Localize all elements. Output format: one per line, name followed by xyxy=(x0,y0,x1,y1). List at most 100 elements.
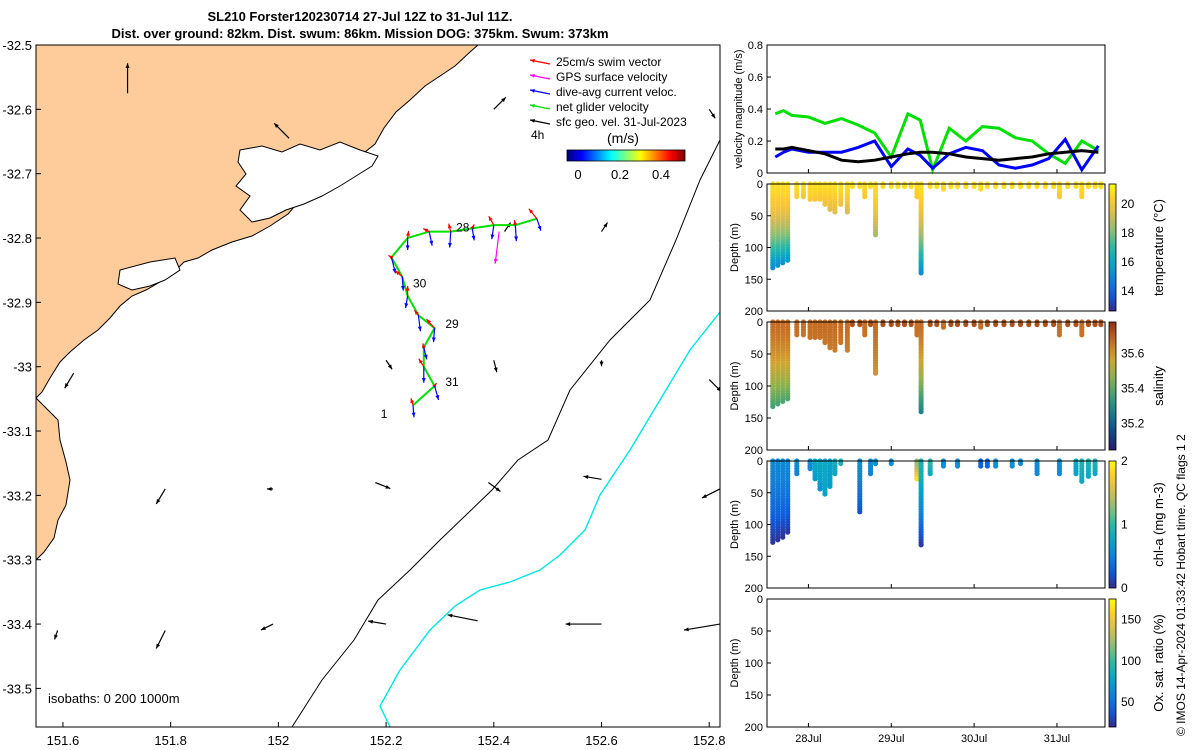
profile-point xyxy=(867,471,874,477)
geo-vector-head xyxy=(495,487,501,492)
swim-vector-head xyxy=(395,270,400,276)
profile-point xyxy=(914,194,920,200)
panel-frame xyxy=(766,460,1106,589)
time-panel: 0 50 100 150 200 Depth (m) 0 1 2 chl-a (mg m-3) xyxy=(729,454,1166,595)
profile-point xyxy=(794,471,800,477)
geo-vector xyxy=(708,109,716,119)
y-tick-label: 200 xyxy=(745,445,763,457)
profile-point xyxy=(1098,321,1104,328)
panel-frame xyxy=(766,598,1106,728)
legend-extra: 4h xyxy=(531,128,544,142)
swim-vector xyxy=(513,220,518,226)
geo-vector xyxy=(493,96,507,110)
swim-vector-head xyxy=(405,285,410,291)
geo-vector-head xyxy=(684,627,689,632)
profile-point xyxy=(901,321,908,328)
profile-point xyxy=(948,321,954,328)
profile-point xyxy=(794,194,800,200)
swim-vector xyxy=(418,358,425,368)
y-tick-label: 0 xyxy=(757,456,763,468)
y-tick-label: 150 xyxy=(745,413,763,425)
legend-arrow-head xyxy=(530,88,535,93)
profile-point xyxy=(954,183,961,190)
swim-vector-head xyxy=(470,224,475,230)
profile-point xyxy=(940,186,947,192)
legend-arrow xyxy=(529,88,551,95)
profile-point xyxy=(927,321,933,328)
current-vector xyxy=(411,405,416,418)
colorbar-tick-label: 50 xyxy=(1121,695,1135,709)
y-tick-label: 0.2 xyxy=(748,136,763,148)
profile-point xyxy=(785,529,791,535)
geo-vector-shaft xyxy=(683,623,720,631)
map-colorbar xyxy=(566,149,686,162)
swim-vector xyxy=(422,343,426,349)
profile-point xyxy=(895,321,901,328)
legend-label: GPS surface velocity xyxy=(556,70,667,84)
profile-point xyxy=(914,332,920,338)
profile-point xyxy=(775,537,781,543)
figure-title-line2: Dist. over ground: 82km. Dist. swum: 86k… xyxy=(111,26,609,41)
current-vector-head xyxy=(514,236,518,242)
colorbar-tick-label: 0 xyxy=(1121,581,1128,595)
profile-point xyxy=(880,321,886,328)
geo-vector xyxy=(155,488,166,505)
lake-south xyxy=(117,257,181,291)
profile-point xyxy=(1042,183,1048,190)
current-vector xyxy=(400,276,405,291)
profile-point xyxy=(1079,478,1085,484)
profile-point xyxy=(794,332,800,338)
profile-point xyxy=(1073,183,1079,190)
profile-point xyxy=(1034,321,1040,328)
current-vector-head xyxy=(404,303,409,308)
geo-vector-head xyxy=(716,386,720,392)
geo-vector xyxy=(701,488,720,499)
legend-label: net glider velocity xyxy=(556,100,649,114)
current-vector-head xyxy=(448,242,452,248)
colorbar-tick-label: 35.6 xyxy=(1121,347,1145,361)
profile-point xyxy=(1085,473,1092,479)
current-vector xyxy=(421,366,426,383)
current-vector-head xyxy=(417,326,422,332)
swim-vector xyxy=(432,382,438,388)
y-tick-label: 100 xyxy=(745,381,763,393)
colorbar xyxy=(1108,321,1117,451)
y-tick-label: 100 xyxy=(745,658,763,670)
swim-vector-head xyxy=(422,343,426,349)
profile-point xyxy=(775,262,781,268)
profile-point xyxy=(1017,460,1024,467)
lat-tick-label: -33.2 xyxy=(2,488,32,503)
profile-point xyxy=(963,183,969,190)
swim-vector-head xyxy=(418,358,423,364)
profile-point xyxy=(827,206,833,212)
current-vector xyxy=(514,225,518,242)
swim-vector-head xyxy=(410,398,415,404)
colorbar-tick-label: 35.4 xyxy=(1121,382,1145,396)
profile-point xyxy=(1056,194,1063,200)
profile-point xyxy=(1092,183,1098,190)
profile-point xyxy=(984,321,990,328)
profile-point xyxy=(954,463,961,469)
geo-vector-head xyxy=(368,619,373,624)
profile-point xyxy=(838,201,844,207)
geo-vector xyxy=(583,475,602,480)
geo-vector-head xyxy=(274,123,279,128)
profile-point xyxy=(1017,321,1024,328)
geo-vector-head xyxy=(385,484,391,489)
current-vector xyxy=(431,328,436,343)
profile-point xyxy=(1042,321,1048,328)
colorbar xyxy=(1108,183,1117,312)
velocity-series-line xyxy=(774,108,1100,175)
x-tick-label: 30Jul xyxy=(961,733,987,745)
profile-point xyxy=(908,321,914,328)
geo-vector xyxy=(488,482,501,492)
profile-point xyxy=(857,509,863,515)
lon-tick-label: 151.8 xyxy=(154,733,187,748)
isobath-1000 xyxy=(379,311,720,727)
profile-point xyxy=(1056,332,1063,338)
profile-point xyxy=(1065,183,1071,190)
geo-vector xyxy=(599,360,604,367)
profile-point xyxy=(954,321,961,328)
gps-vector-head xyxy=(493,258,498,264)
profile-point xyxy=(1034,471,1040,477)
